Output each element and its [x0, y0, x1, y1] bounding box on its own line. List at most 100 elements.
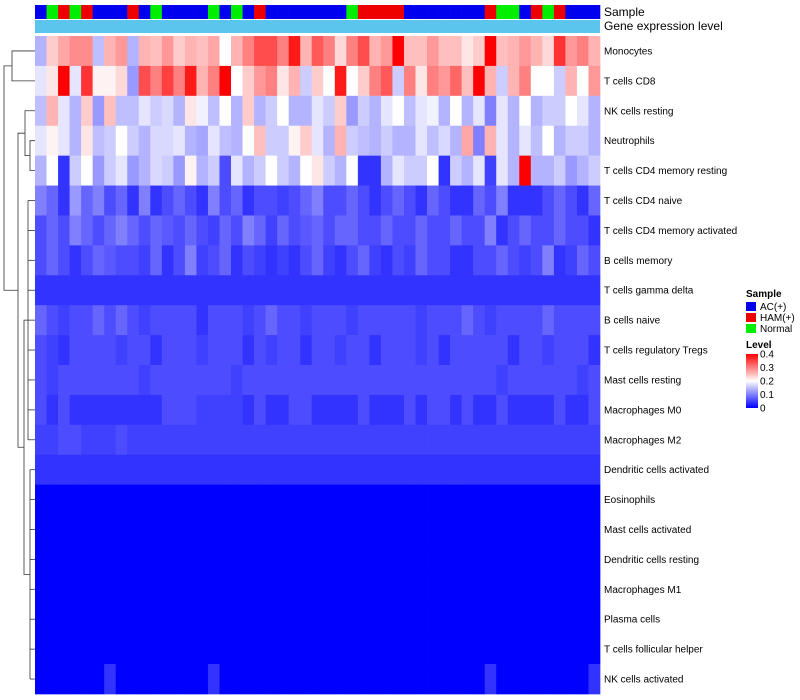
sample-annotation-cell	[530, 5, 543, 19]
heatmap-cell	[104, 95, 117, 127]
heatmap-cell	[542, 514, 555, 545]
heatmap-cell	[357, 604, 370, 635]
heatmap-cell	[576, 335, 589, 366]
heatmap-cell	[300, 95, 313, 127]
heatmap-cell	[242, 335, 255, 366]
sample-annotation-cell	[519, 5, 532, 19]
heatmap-cell	[69, 604, 82, 635]
heatmap-cell	[81, 335, 94, 366]
heatmap-cell	[127, 65, 140, 97]
heatmap-cell	[357, 65, 370, 97]
heatmap-cell	[507, 305, 520, 336]
heatmap-cell	[346, 305, 359, 336]
heatmap-cell	[277, 484, 290, 515]
heatmap-cell	[231, 634, 243, 665]
heatmap-cell	[403, 634, 416, 665]
heatmap-cell	[369, 305, 382, 336]
heatmap-cell	[46, 484, 59, 515]
heatmap-cell	[565, 36, 578, 67]
heatmap-cell	[115, 275, 128, 306]
heatmap-cell	[542, 394, 555, 426]
row-label: T cells regulatory Tregs	[604, 346, 708, 357]
heatmap-cell	[138, 484, 151, 515]
sample-annotation-cell	[115, 5, 128, 19]
heatmap-cell	[346, 125, 359, 156]
heatmap-cell	[542, 305, 555, 336]
sample-annotation-cell	[207, 5, 220, 19]
heatmap-cell	[242, 544, 255, 575]
heatmap-cell	[450, 155, 462, 186]
heatmap-cell	[542, 125, 555, 156]
heatmap-cell	[58, 574, 70, 605]
heatmap-cell	[69, 454, 82, 485]
heatmap-cell	[127, 305, 140, 336]
heatmap-cell	[369, 185, 382, 216]
heatmap-cell	[184, 574, 197, 605]
heatmap-cell	[507, 185, 520, 216]
heatmap-cell	[311, 634, 324, 665]
heatmap-cell	[219, 604, 232, 635]
heatmap-cell	[231, 365, 243, 396]
heatmap-cell	[138, 125, 151, 156]
heatmap-cell	[576, 514, 589, 545]
heatmap-cell	[46, 215, 59, 246]
heatmap-cell	[553, 65, 566, 97]
heatmap-cell	[403, 514, 416, 545]
heatmap-cell	[427, 245, 439, 276]
heatmap-cell	[58, 335, 70, 366]
heatmap-cell	[254, 245, 266, 276]
heatmap-cell	[484, 335, 497, 366]
heatmap-cell	[473, 95, 486, 127]
heatmap-cell	[219, 514, 232, 545]
heatmap-cell	[357, 664, 370, 695]
heatmap-cell	[553, 185, 566, 216]
heatmap-cell	[69, 544, 82, 575]
heatmap-cell	[427, 335, 439, 366]
heatmap-cell	[588, 185, 601, 216]
sample-annotation-cell	[150, 5, 163, 19]
legend-tick-label: 0.1	[760, 390, 774, 401]
heatmap-cell	[565, 484, 578, 515]
heatmap-cell	[369, 215, 382, 246]
heatmap-cell	[265, 185, 278, 216]
heatmap-cell	[369, 245, 382, 276]
heatmap-cell	[254, 484, 266, 515]
heatmap-cell	[127, 514, 140, 545]
heatmap-cell	[265, 335, 278, 366]
heatmap-cell	[473, 664, 486, 695]
heatmap-cell	[403, 95, 416, 127]
heatmap-cell	[46, 604, 59, 635]
heatmap-cell	[207, 335, 220, 366]
heatmap-cell	[254, 95, 266, 127]
heatmap-cell	[484, 544, 497, 575]
heatmap-cell	[58, 275, 70, 306]
heatmap-cell	[173, 664, 186, 695]
heatmap-cell	[150, 335, 163, 366]
heatmap-cell	[138, 65, 151, 97]
sample-annotation-cell	[81, 5, 93, 19]
heatmap-cell	[58, 484, 70, 515]
heatmap-cell	[553, 125, 566, 156]
heatmap-cell	[231, 574, 243, 605]
heatmap-cell	[588, 155, 601, 186]
sample-annotation-cell	[138, 5, 151, 19]
heatmap-cell	[92, 125, 105, 156]
heatmap-cell	[104, 275, 117, 306]
heatmap-cell	[173, 215, 186, 246]
heatmap-cell	[196, 394, 209, 426]
heatmap-cell	[138, 514, 151, 545]
sample-annotation-cell	[254, 5, 266, 19]
heatmap-cell	[496, 65, 509, 97]
heatmap-cell	[565, 305, 578, 336]
heatmap-cell	[473, 245, 486, 276]
legend-level-colorbar	[746, 354, 758, 408]
heatmap-cell	[127, 574, 140, 605]
heatmap-cell	[184, 424, 197, 456]
heatmap-cell	[196, 245, 209, 276]
heatmap-cell	[69, 95, 82, 127]
heatmap-cell	[265, 36, 278, 67]
heatmap-cell	[403, 215, 416, 246]
sample-annotation-cell	[288, 5, 301, 19]
heatmap-cell	[196, 125, 209, 156]
heatmap-cell	[115, 95, 128, 127]
